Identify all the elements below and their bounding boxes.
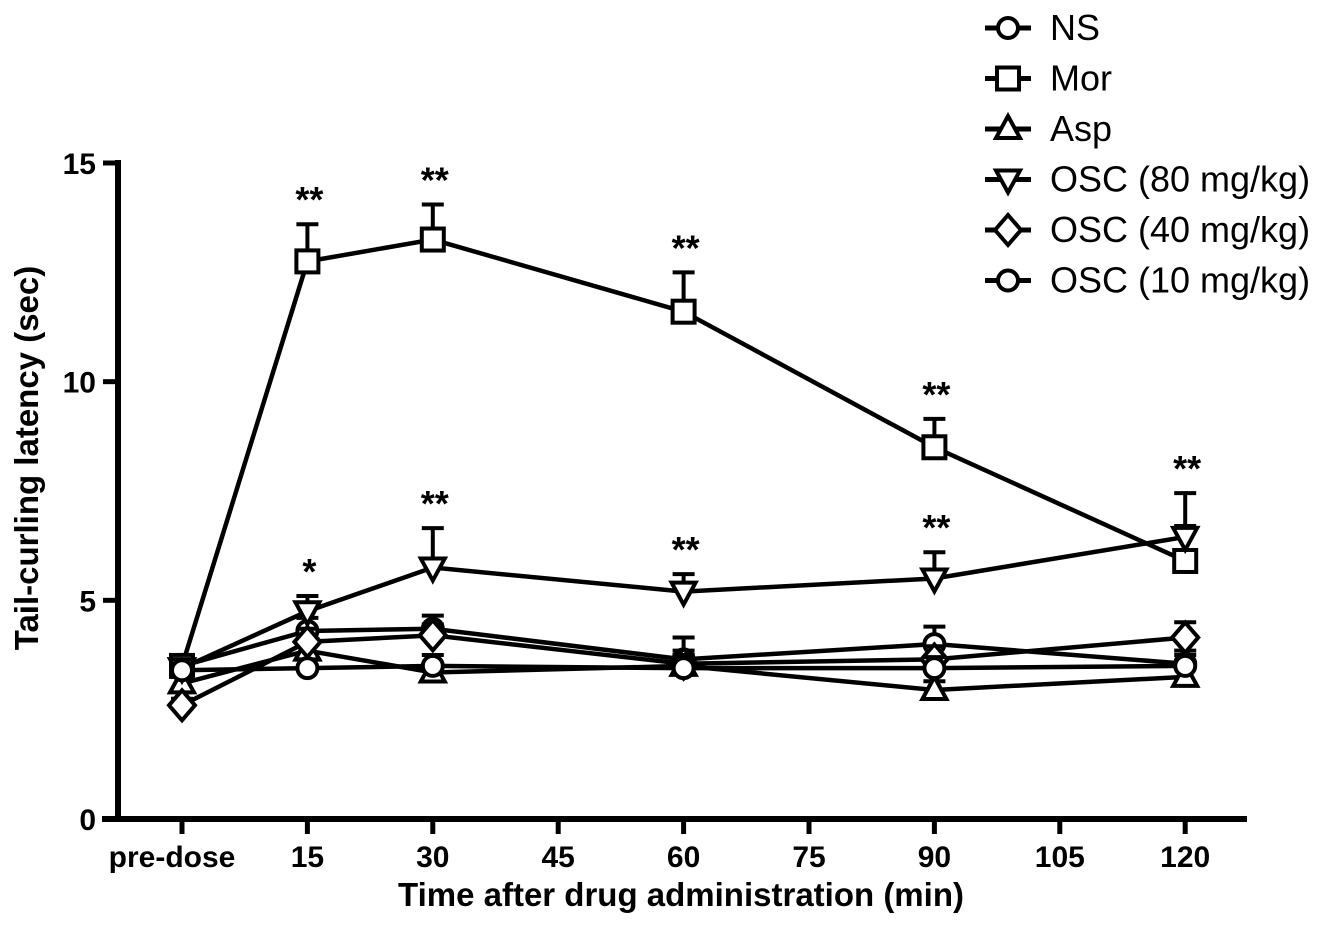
diamond-marker (992, 211, 1024, 249)
significance-asterisk: ** (421, 160, 449, 201)
significance-asterisk: ** (295, 179, 323, 220)
square-marker (294, 248, 321, 275)
circle-marker (170, 658, 194, 683)
series-osc-40-mg-kg (166, 617, 1201, 724)
series-line (181, 534, 1186, 671)
diamond-marker (1169, 619, 1201, 656)
x-tick-label: pre-dose (109, 841, 236, 874)
series-line (181, 663, 1186, 673)
legend-item: OSC (40 mg/kg) (985, 209, 1310, 250)
x-axis-title: Time after drug administration (min) (398, 876, 964, 913)
x-tick-label: 45 (542, 841, 575, 874)
triangle-down-marker (1169, 525, 1201, 555)
triangle-down-marker (668, 580, 699, 609)
square-marker (921, 434, 948, 461)
circle-marker (420, 653, 445, 678)
significance-asterisk: ** (421, 483, 449, 524)
triangle-up-marker (919, 672, 950, 701)
circle-marker (671, 656, 696, 681)
x-tick-label: 90 (918, 841, 951, 874)
x-tick-label: 15 (291, 841, 324, 874)
square-marker (995, 65, 1021, 92)
series-line (180, 633, 1186, 708)
legend-item: Asp (985, 108, 1112, 149)
x-tick-label: 60 (667, 841, 700, 874)
circle-marker (295, 656, 320, 681)
y-tick-label: 0 (79, 804, 96, 837)
x-tick-label: 75 (792, 841, 825, 874)
circle-marker (996, 268, 1020, 293)
x-tick-label: 105 (1035, 841, 1085, 874)
legend-label: OSC (80 mg/kg) (1050, 159, 1310, 200)
legend-label: Mor (1050, 58, 1112, 99)
triangle-down-marker (992, 168, 1024, 197)
diamond-marker (417, 617, 449, 654)
axes: 0 5 10 15 pre-dose 15 30 45 60 75 90 105 120 (63, 148, 1247, 874)
legend-label: OSC (10 mg/kg) (1050, 260, 1310, 301)
legend: NS Mor Asp OSC (80 mg/kg) OSC (40 mg/kg) OSC … (985, 7, 1310, 301)
x-tick-label: 30 (416, 841, 449, 874)
legend-item: OSC (10 mg/kg) (985, 260, 1310, 301)
y-tick-label: 10 (63, 367, 96, 400)
series-osc-10-mg-kg (170, 653, 1198, 683)
legend-label: OSC (40 mg/kg) (1050, 209, 1310, 250)
series-line (179, 237, 1187, 667)
triangle-down-marker (919, 567, 950, 596)
significance-asterisk: ** (1173, 448, 1201, 489)
series-line (181, 626, 1186, 669)
significance-asterisk: ** (672, 529, 700, 570)
legend-label: Asp (1050, 108, 1112, 149)
y-tick-label: 15 (63, 148, 96, 181)
legend-label: NS (1050, 7, 1100, 48)
triangle-down-marker (292, 600, 323, 629)
series-osc-80-mg-kg: ********* (166, 448, 1201, 686)
significance-asterisk: ** (672, 227, 700, 268)
significance-asterisk: ** (922, 374, 950, 415)
legend-item: OSC (80 mg/kg) (985, 159, 1310, 200)
square-marker (670, 298, 697, 325)
circle-marker (1173, 653, 1198, 678)
y-axis-title: Tail-curling latency (sec) (8, 266, 45, 651)
significance-asterisk: ** (922, 507, 950, 548)
square-marker (419, 226, 446, 253)
significance-asterisk: * (302, 551, 316, 592)
triangle-down-marker (417, 556, 449, 585)
circle-marker (996, 16, 1020, 40)
legend-item: Mor (985, 58, 1112, 99)
legend-item: NS (985, 7, 1100, 48)
diamond-marker (166, 687, 198, 724)
y-tick-label: 5 (79, 585, 96, 618)
x-tick-label: 120 (1160, 841, 1210, 874)
triangle-up-marker (992, 111, 1024, 140)
circle-marker (922, 656, 947, 681)
